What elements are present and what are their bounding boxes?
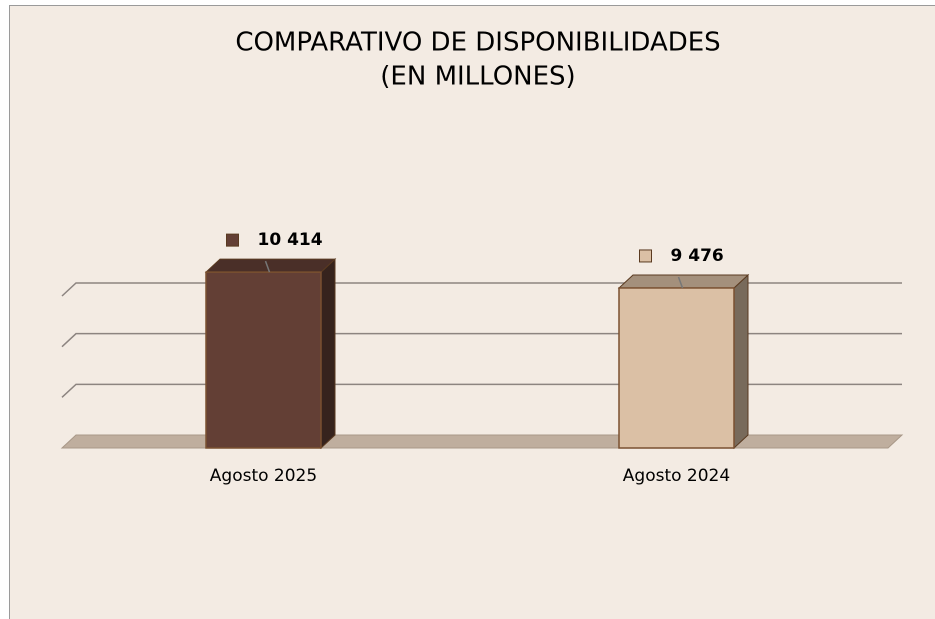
bar	[205, 271, 322, 449]
bar-top	[617, 274, 750, 289]
chart-title: COMPARATIVO DE DISPONIBILIDADES	[235, 28, 720, 58]
leader-line	[677, 276, 684, 289]
x-tick-label: Agosto 2024	[623, 466, 730, 486]
chart-subtitle: (EN MILLONES)	[380, 62, 575, 92]
bar	[618, 287, 735, 449]
chart-area	[9, 5, 935, 619]
data-label: 9 476	[671, 246, 724, 266]
data-label: 10 414	[258, 230, 323, 250]
leader-line	[264, 260, 271, 273]
bar-side	[733, 273, 749, 450]
floor	[60, 434, 904, 449]
bar-side	[320, 257, 336, 450]
label-key	[639, 249, 652, 263]
label-key	[226, 233, 239, 247]
bar-top	[204, 258, 337, 273]
x-tick-label: Agosto 2025	[210, 466, 317, 486]
